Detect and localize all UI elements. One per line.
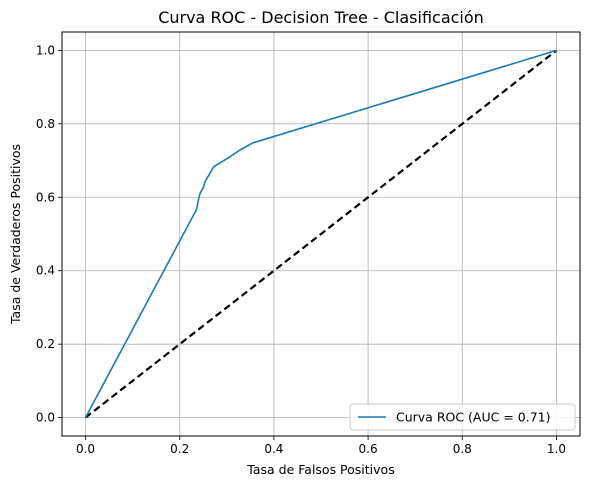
x-tick-label-3: 0.6	[359, 442, 378, 456]
grid	[62, 32, 580, 436]
x-tick-label-5: 1.0	[547, 442, 566, 456]
roc-curve-line	[84, 49, 557, 418]
y-tick-label-2: 0.4	[36, 264, 55, 278]
x-tick-label-0: 0.0	[76, 442, 95, 456]
plot-frame	[61, 31, 581, 437]
axis-ticks: 0.0 0.2 0.4 0.6 0.8 1.0 0.0 0.2 0.4 0.6 0.8 1.0	[36, 43, 566, 456]
y-tick-label-1: 0.2	[36, 337, 55, 351]
x-tick-label-1: 0.2	[170, 442, 189, 456]
y-tick-label-0: 0.0	[36, 411, 55, 425]
x-axis-label: Tasa de Falsos Positivos	[246, 462, 394, 477]
x-tick-label-4: 0.8	[453, 442, 472, 456]
legend: Curva ROC (AUC = 0.71)	[349, 403, 576, 431]
y-tick-label-5: 1.0	[36, 43, 55, 57]
chance-diagonal-line	[84, 49, 558, 419]
series-layer	[84, 49, 558, 419]
y-tick-label-3: 0.6	[36, 190, 55, 204]
chart-title: Curva ROC - Decision Tree - Clasificació…	[158, 8, 484, 27]
x-tick-label-2: 0.4	[264, 442, 283, 456]
legend-box	[349, 403, 576, 431]
legend-label-roc: Curva ROC (AUC = 0.71)	[396, 410, 550, 425]
y-tick-label-4: 0.8	[36, 117, 55, 131]
y-axis-label: Tasa de Verdaderos Positivos	[8, 144, 23, 325]
